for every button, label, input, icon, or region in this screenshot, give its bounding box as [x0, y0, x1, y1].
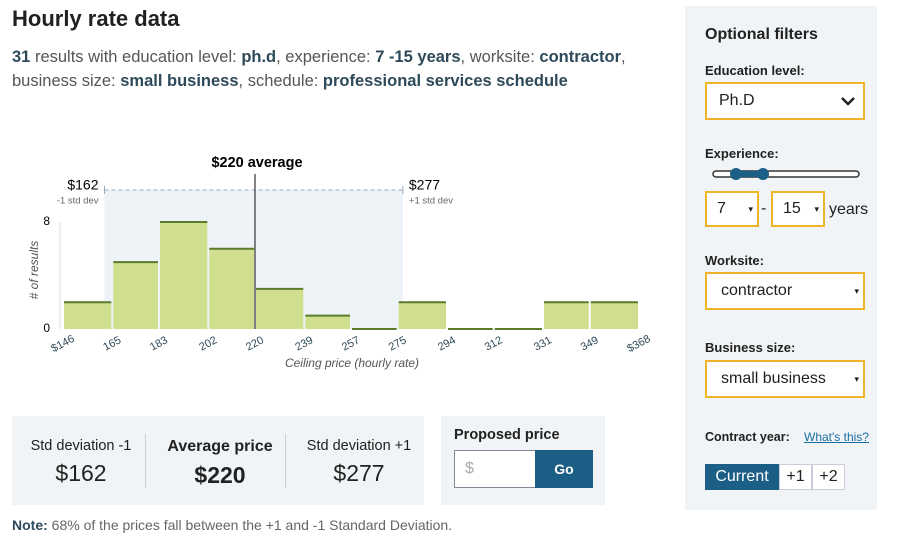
bar	[64, 302, 112, 329]
x-tick-label: 183	[148, 334, 170, 353]
filter-label: Worksite:	[705, 253, 764, 268]
help-link[interactable]: What's this?	[804, 430, 869, 444]
x-tick-label: $146	[49, 333, 76, 355]
filters-title: Optional filters	[705, 26, 818, 43]
summary: 31 results with education level: ph.d, e…	[12, 45, 652, 93]
select-value: Ph.D	[719, 92, 755, 109]
x-tick-label: 239	[293, 334, 315, 353]
stat: Average price $220	[155, 438, 285, 489]
x-tick-label: 165	[101, 334, 123, 353]
summary-part: , business size:	[12, 48, 626, 90]
summary-part: results with education level:	[30, 48, 242, 66]
summary-part: 31	[12, 48, 31, 66]
x-tick-label: 257	[340, 334, 362, 353]
y-axis-label: # of results	[27, 241, 41, 300]
bar	[160, 222, 208, 329]
y-tick-label: 8	[43, 214, 50, 228]
std-high-note: +1 std dev	[409, 196, 453, 207]
stat: Std deviation -1 $162	[16, 438, 146, 487]
select-value: contractor	[721, 282, 793, 299]
chevron	[841, 97, 855, 106]
summary-part: , experience:	[276, 48, 376, 66]
stat-label: Std deviation +1	[306, 438, 412, 454]
go-button[interactable]: Go	[535, 450, 593, 488]
summary-part: ph.d	[241, 48, 277, 66]
std-high-label: $277	[409, 177, 440, 193]
x-tick-label: 275	[387, 334, 409, 353]
x-axis-label: Ceiling price (hourly rate)	[285, 356, 419, 370]
x-tick-label: 294	[436, 334, 458, 353]
filter-label: Education level:	[705, 63, 805, 78]
stats-panel: Std deviation -1 $162 Average price $220 Std…	[12, 416, 424, 505]
bar	[256, 288, 304, 329]
business-select[interactable]: small business ▾	[705, 360, 865, 398]
filter-label: Contract year:	[705, 430, 790, 444]
x-tick-label: $368	[625, 333, 652, 355]
divider	[285, 434, 286, 488]
experience-slider[interactable]	[705, 166, 865, 182]
summary-part: professional services schedule	[322, 72, 568, 90]
worksite-select[interactable]: contractor ▾	[705, 272, 865, 310]
bar	[544, 302, 589, 329]
input-value: 15	[783, 200, 801, 217]
summary-part: small business	[120, 72, 239, 90]
stat: Std deviation +1 $277	[294, 438, 424, 487]
stat-label: Average price	[167, 438, 273, 455]
summary-part: , worksite:	[460, 48, 540, 66]
x-tick-label: 202	[197, 334, 219, 353]
summary-part: contractor	[539, 48, 621, 66]
filter-label: Experience:	[705, 146, 779, 161]
stat-label: Std deviation -1	[30, 438, 132, 454]
stat-value: $220	[194, 462, 246, 488]
proposed-panel: Proposed price $ Go	[441, 416, 605, 505]
year-button[interactable]: +1	[779, 464, 812, 490]
bar	[209, 248, 254, 329]
summary-part: , schedule:	[238, 72, 323, 90]
input-value: 7	[717, 200, 726, 217]
year-button[interactable]: Current	[705, 464, 779, 490]
bar	[398, 302, 446, 329]
summary-part: 7 -15 years	[375, 48, 461, 66]
histogram: $162 -1 std dev $277 +1 std dev 0 8# of resul…	[27, 155, 652, 370]
std-low-label: $162	[67, 177, 98, 193]
experience-max[interactable]: 15 ▾	[771, 191, 825, 227]
unit: years	[829, 201, 869, 218]
x-tick-label: 331	[532, 334, 554, 353]
year-button[interactable]: +2	[812, 464, 845, 490]
bar	[113, 262, 158, 329]
filter-label: Business size:	[705, 340, 796, 355]
note: Note: 68% of the prices fall between the…	[12, 517, 452, 533]
bar	[305, 315, 350, 329]
x-tick-label: 349	[579, 334, 601, 353]
stat-value: $277	[333, 460, 385, 486]
page-title: Hourly rate data	[12, 6, 180, 31]
filters-sidebar: Optional filters Education level: Ph.D E…	[685, 6, 877, 510]
std-low-note: -1 std dev	[57, 196, 99, 207]
bar	[590, 302, 638, 329]
proposed-title: Proposed price	[454, 427, 560, 443]
note-text: 68% of the prices fall between the +1 an…	[47, 517, 453, 533]
education-select[interactable]: Ph.D	[705, 82, 865, 120]
x-tick-label: 220	[244, 334, 266, 353]
stat-value: $162	[55, 460, 107, 486]
range-separator: -	[761, 200, 767, 217]
price-input[interactable]: $	[454, 450, 536, 488]
divider	[145, 434, 146, 488]
y-tick-label: 0	[43, 321, 50, 335]
average-label: $220 average	[211, 155, 302, 171]
note-label: Note:	[12, 517, 48, 533]
select-value: small business	[721, 370, 826, 387]
x-tick-label: 312	[483, 334, 505, 353]
experience-min[interactable]: 7 ▾	[705, 191, 759, 227]
